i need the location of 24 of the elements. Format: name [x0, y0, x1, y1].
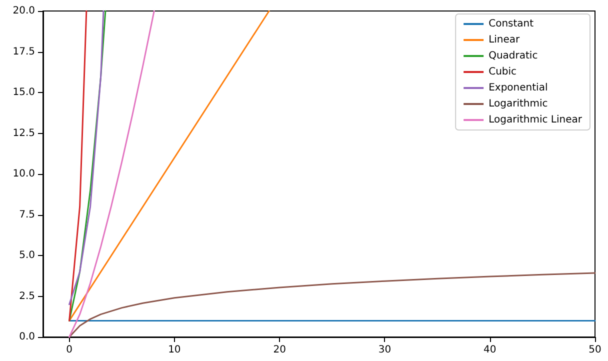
y-tick-label: 0.0 — [19, 332, 35, 342]
legend-label: Exponential — [488, 82, 548, 94]
y-tick-label: 17.5 — [12, 46, 35, 58]
x-tick-label: 30 — [378, 344, 392, 356]
y-tick-label: 2.5 — [19, 290, 35, 302]
y-tick-label: 5.0 — [19, 250, 35, 261]
x-tick-label: 10 — [168, 344, 181, 356]
legend-label: Logarithmic — [488, 98, 548, 110]
y-tick-label: 12.5 — [12, 128, 35, 139]
x-tick-label: 50 — [588, 344, 602, 356]
y-tick-label: 10.0 — [12, 168, 35, 180]
y-tick-label: 15.0 — [12, 87, 35, 98]
legend-label: Quadratic — [488, 50, 538, 62]
legend-label: Constant — [488, 18, 534, 30]
x-tick-label: 0 — [66, 344, 72, 356]
x-tick-label: 40 — [483, 344, 496, 356]
x-tick-label: 20 — [273, 344, 286, 356]
line-series — [68, 272, 596, 338]
line-series — [68, 10, 155, 338]
legend-label: Cubic — [488, 66, 517, 78]
legend-label: Logarithmic Linear — [488, 114, 583, 126]
legend-label: Linear — [488, 34, 521, 46]
y-tick-label: 7.5 — [19, 209, 35, 220]
y-tick-label: 20.0 — [12, 6, 35, 16]
